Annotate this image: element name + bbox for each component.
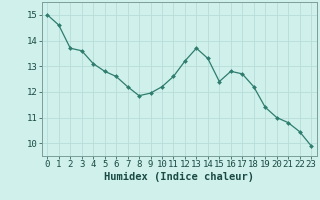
- X-axis label: Humidex (Indice chaleur): Humidex (Indice chaleur): [104, 172, 254, 182]
